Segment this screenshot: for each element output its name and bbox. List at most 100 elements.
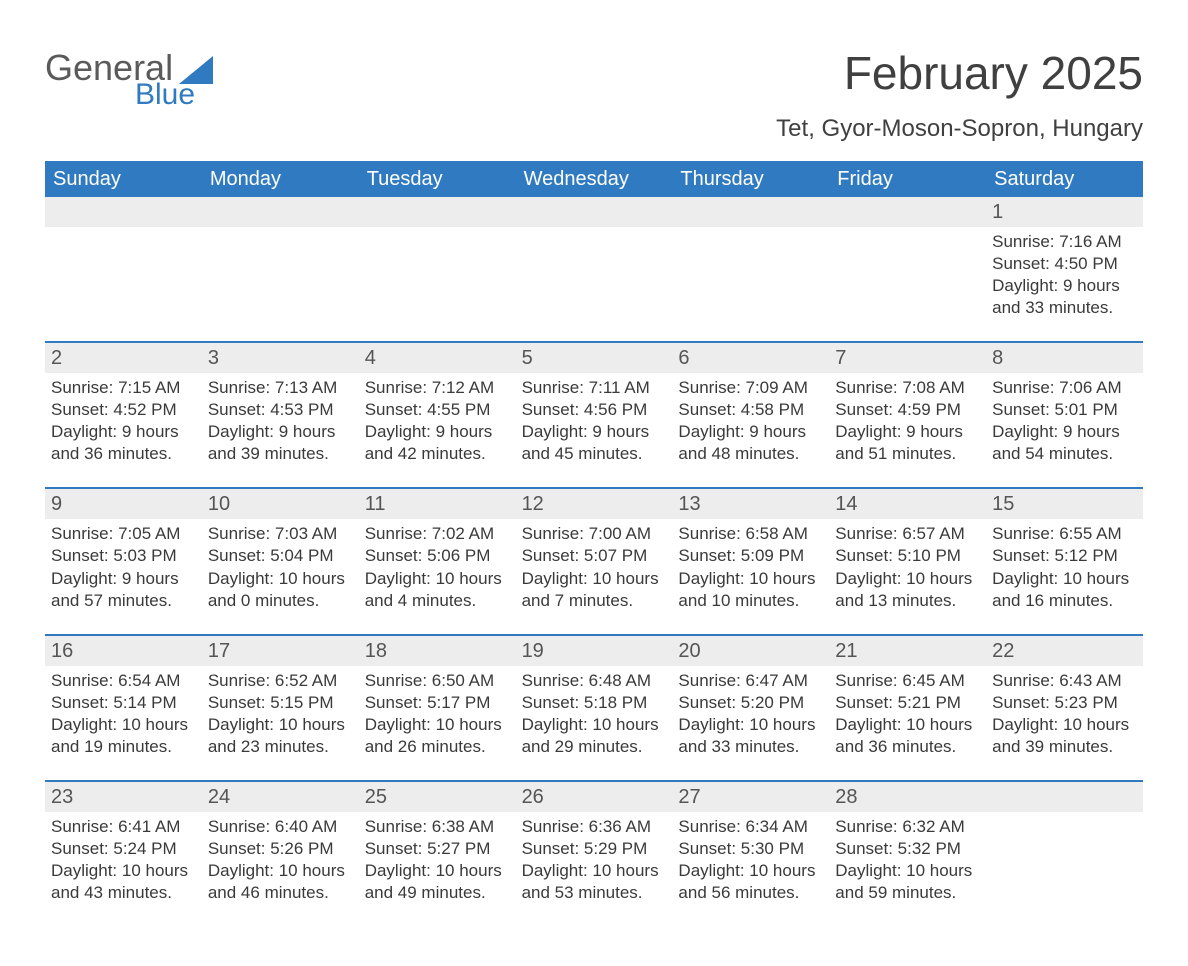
day-cell: 21Sunrise: 6:45 AMSunset: 5:21 PMDayligh…	[829, 634, 986, 780]
day-cell: 14 Sunrise: 6:57 AMSunset: 5:10 PMDayligh…	[829, 487, 986, 633]
sunset-line: Sunset: 5:24 PM	[51, 838, 194, 860]
day-info: Sunrise: 6:52 AMSunset: 5:15 PMDaylight:…	[208, 670, 351, 758]
weekday-header: Tuesday	[359, 162, 516, 197]
weekday-header: Monday	[202, 162, 359, 197]
day-cell: 24Sunrise: 6:40 AMSunset: 5:26 PMDayligh…	[202, 780, 359, 926]
sunset-line: Sunset: 5:27 PM	[365, 838, 508, 860]
sunset-line: Sunset: 4:58 PM	[678, 399, 821, 421]
sunset-line: Sunset: 5:29 PM	[522, 838, 665, 860]
daylight-line: Daylight: 9 hours and 36 minutes.	[51, 421, 194, 465]
sunset-line: Sunset: 4:50 PM	[992, 253, 1135, 275]
day-cell	[359, 197, 516, 341]
day-number-bar: 23	[45, 782, 202, 812]
sunrise-line: Sunrise: 7:08 AM	[835, 377, 978, 399]
day-number-bar: 13	[672, 489, 829, 519]
daylight-line: Daylight: 10 hours and 59 minutes.	[835, 860, 978, 904]
sunrise-line: Sunrise: 6:58 AM	[678, 523, 821, 545]
daylight-line: Daylight: 10 hours and 10 minutes.	[678, 568, 821, 612]
day-cell	[202, 197, 359, 341]
sunrise-line: Sunrise: 6:52 AM	[208, 670, 351, 692]
day-info: Sunrise: 7:11 AMSunset: 4:56 PMDaylight:…	[522, 377, 665, 465]
daylight-line: Daylight: 9 hours and 48 minutes.	[678, 421, 821, 465]
sunset-line: Sunset: 5:07 PM	[522, 545, 665, 567]
sunrise-line: Sunrise: 6:54 AM	[51, 670, 194, 692]
daylight-line: Daylight: 10 hours and 39 minutes.	[992, 714, 1135, 758]
day-cell: 18 Sunrise: 6:50 AMSunset: 5:17 PMDayligh…	[359, 634, 516, 780]
daylight-line: Daylight: 10 hours and 4 minutes.	[365, 568, 508, 612]
sunrise-line: Sunrise: 6:48 AM	[522, 670, 665, 692]
sunset-line: Sunset: 4:55 PM	[365, 399, 508, 421]
daylight-line: Daylight: 10 hours and 29 minutes.	[522, 714, 665, 758]
day-number-bar: 16	[45, 636, 202, 666]
day-number-bar: 12	[516, 489, 673, 519]
sunset-line: Sunset: 5:23 PM	[992, 692, 1135, 714]
day-info: Sunrise: 6:36 AMSunset: 5:29 PMDaylight:…	[522, 816, 665, 904]
location-line: Tet, Gyor-Moson-Sopron, Hungary	[776, 115, 1143, 143]
day-number-bar: 10	[202, 489, 359, 519]
sunrise-line: Sunrise: 7:12 AM	[365, 377, 508, 399]
day-cell: 6Sunrise: 7:09 AMSunset: 4:58 PMDaylight…	[672, 341, 829, 487]
day-number-bar: 14	[829, 489, 986, 519]
day-cell: 5Sunrise: 7:11 AMSunset: 4:56 PMDaylight…	[516, 341, 673, 487]
day-number-bar: 27	[672, 782, 829, 812]
daylight-line: Daylight: 10 hours and 53 minutes.	[522, 860, 665, 904]
day-info: Sunrise: 6:54 AMSunset: 5:14 PMDaylight:…	[51, 670, 194, 758]
day-cell: 25Sunrise: 6:38 AMSunset: 5:27 PMDayligh…	[359, 780, 516, 926]
daylight-line: Daylight: 9 hours and 33 minutes.	[992, 275, 1135, 319]
day-info: Sunrise: 6:57 AMSunset: 5:10 PMDaylight:…	[835, 523, 978, 611]
sunset-line: Sunset: 5:21 PM	[835, 692, 978, 714]
sunset-line: Sunset: 5:03 PM	[51, 545, 194, 567]
sunrise-line: Sunrise: 6:45 AM	[835, 670, 978, 692]
day-info: Sunrise: 6:32 AMSunset: 5:32 PMDaylight:…	[835, 816, 978, 904]
day-info: Sunrise: 6:45 AMSunset: 5:21 PMDaylight:…	[835, 670, 978, 758]
day-number-bar: 28	[829, 782, 986, 812]
day-info: Sunrise: 6:34 AMSunset: 5:30 PMDaylight:…	[678, 816, 821, 904]
day-info: Sunrise: 7:13 AMSunset: 4:53 PMDaylight:…	[208, 377, 351, 465]
day-number-bar	[986, 782, 1143, 812]
day-cell: 8Sunrise: 7:06 AMSunset: 5:01 PMDaylight…	[986, 341, 1143, 487]
day-cell: 11Sunrise: 7:02 AMSunset: 5:06 PMDayligh…	[359, 487, 516, 633]
day-cell: 28 Sunrise: 6:32 AMSunset: 5:32 PMDayligh…	[829, 780, 986, 926]
day-number-bar: 9	[45, 489, 202, 519]
month-title: February 2025	[776, 48, 1143, 99]
day-number-bar: 4	[359, 343, 516, 373]
day-cell: 9 Sunrise: 7:05 AMSunset: 5:03 PMDaylight…	[45, 487, 202, 633]
calendar-grid: SundayMondayTuesdayWednesdayThursdayFrid…	[45, 161, 1143, 927]
day-info: Sunrise: 6:50 AMSunset: 5:17 PMDaylight:…	[365, 670, 508, 758]
day-number-bar: 26	[516, 782, 673, 812]
day-cell: 7Sunrise: 7:08 AMSunset: 4:59 PMDaylight…	[829, 341, 986, 487]
header-row: General Blue February 2025 Tet, Gyor-Mos…	[45, 30, 1143, 143]
sunset-line: Sunset: 5:04 PM	[208, 545, 351, 567]
day-info: Sunrise: 7:02 AMSunset: 5:06 PMDaylight:…	[365, 523, 508, 611]
day-cell: 3Sunrise: 7:13 AMSunset: 4:53 PMDaylight…	[202, 341, 359, 487]
sunrise-line: Sunrise: 6:47 AM	[678, 670, 821, 692]
day-number-bar	[45, 197, 202, 227]
sunset-line: Sunset: 5:17 PM	[365, 692, 508, 714]
day-cell: 16 Sunrise: 6:54 AMSunset: 5:14 PMDayligh…	[45, 634, 202, 780]
day-number-bar	[359, 197, 516, 227]
sunrise-line: Sunrise: 7:13 AM	[208, 377, 351, 399]
day-info: Sunrise: 6:55 AMSunset: 5:12 PMDaylight:…	[992, 523, 1135, 611]
day-info: Sunrise: 7:05 AMSunset: 5:03 PMDaylight:…	[51, 523, 194, 611]
daylight-line: Daylight: 10 hours and 43 minutes.	[51, 860, 194, 904]
day-number-bar: 1	[986, 197, 1143, 227]
daylight-line: Daylight: 9 hours and 54 minutes.	[992, 421, 1135, 465]
daylight-line: Daylight: 9 hours and 51 minutes.	[835, 421, 978, 465]
day-number-bar: 24	[202, 782, 359, 812]
day-cell: 13Sunrise: 6:58 AMSunset: 5:09 PMDayligh…	[672, 487, 829, 633]
daylight-line: Daylight: 10 hours and 33 minutes.	[678, 714, 821, 758]
day-cell: 12Sunrise: 7:00 AMSunset: 5:07 PMDayligh…	[516, 487, 673, 633]
daylight-line: Daylight: 9 hours and 57 minutes.	[51, 568, 194, 612]
sunset-line: Sunset: 5:12 PM	[992, 545, 1135, 567]
sunrise-line: Sunrise: 7:15 AM	[51, 377, 194, 399]
sunrise-line: Sunrise: 7:03 AM	[208, 523, 351, 545]
daylight-line: Daylight: 10 hours and 36 minutes.	[835, 714, 978, 758]
sunset-line: Sunset: 4:52 PM	[51, 399, 194, 421]
daylight-line: Daylight: 10 hours and 0 minutes.	[208, 568, 351, 612]
day-number-bar: 19	[516, 636, 673, 666]
sunrise-line: Sunrise: 7:09 AM	[678, 377, 821, 399]
day-cell	[672, 197, 829, 341]
day-number-bar: 18	[359, 636, 516, 666]
sunset-line: Sunset: 5:18 PM	[522, 692, 665, 714]
day-cell	[829, 197, 986, 341]
